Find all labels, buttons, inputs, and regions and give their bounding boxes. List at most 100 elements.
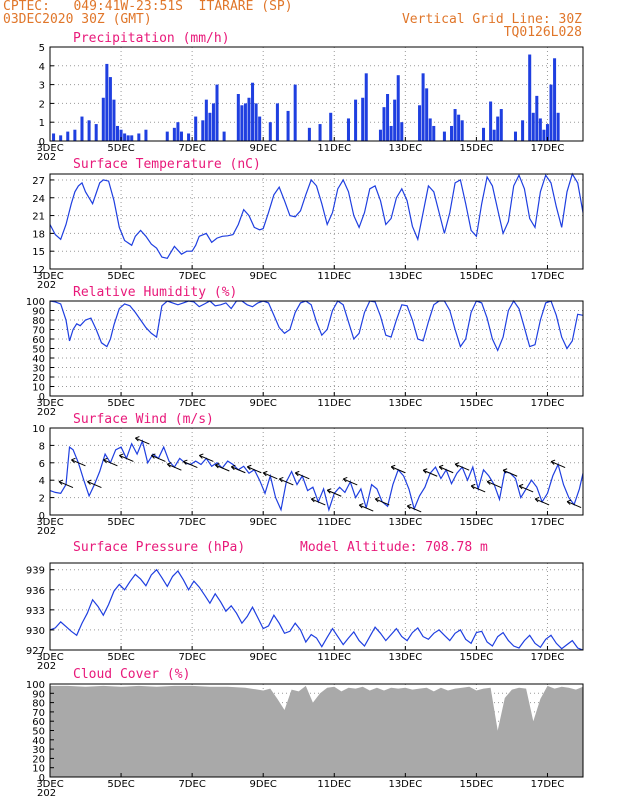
precipitation-bar [59, 135, 63, 141]
x-tick-label: 11DEC [317, 652, 351, 663]
precipitation-bar [556, 112, 560, 141]
x-tick-label: 17DEC [531, 143, 565, 154]
wind-arrow-head [294, 470, 300, 477]
precipitation-bar [354, 99, 358, 141]
x-tick-label: 9DEC [250, 652, 277, 663]
x-tick-label: 17DEC [531, 398, 565, 409]
wind-arrow [151, 454, 166, 462]
wind-arrow [103, 459, 118, 467]
precipitation-bar [538, 118, 542, 141]
precipitation-bar [201, 120, 205, 141]
y-tick-label: 40 [32, 736, 45, 747]
precipitation-bar [545, 124, 549, 141]
precipitation-bar [492, 129, 496, 141]
precipitation-bar [364, 73, 368, 141]
x-year-label: 202 [37, 661, 56, 672]
x-tick-label: 9DEC [250, 143, 277, 154]
precipitation-bar [108, 77, 112, 141]
precipitation-bar [243, 103, 247, 141]
y-tick-label: 20 [32, 754, 45, 765]
wind-arrow-head [550, 459, 556, 465]
y-tick-label: 100 [26, 297, 45, 308]
x-year-label: 202 [37, 526, 56, 537]
x-tick-label: 11DEC [317, 779, 351, 790]
precipitation-bar [293, 84, 297, 141]
wind-arrow [199, 454, 214, 462]
precipitation-bar [450, 125, 454, 141]
y-tick-label: 0 [39, 137, 45, 148]
wind-arrow [550, 461, 566, 468]
y-tick-label: 3 [39, 81, 45, 92]
precipitation-bar [268, 122, 272, 141]
y-tick-label: 15 [32, 247, 45, 258]
precipitation-bar [542, 129, 546, 141]
wind-arrow-head [167, 462, 172, 468]
wind-arrow-head [135, 436, 140, 442]
y-tick-label: 60 [32, 717, 45, 728]
precipitation-bar [254, 103, 258, 141]
wind-arrow-head [534, 496, 540, 503]
x-tick-label: 13DEC [388, 517, 422, 528]
precipitation-bar [513, 131, 517, 141]
wind-arrow-head [406, 503, 412, 510]
precipitation-bar [211, 103, 215, 141]
wind-arrow-head [246, 464, 252, 471]
x-year-label: 202 [37, 788, 56, 799]
precipitation-bar [400, 122, 404, 141]
x-tick-label: 13DEC [388, 143, 422, 154]
header-date-line: 03DEC2020 30Z (GMT) [3, 12, 152, 27]
wind-arrow [263, 472, 278, 480]
precipitation-bar [553, 58, 557, 141]
y-tick-label: 20 [32, 373, 45, 384]
precipitation-bar [329, 112, 333, 141]
wind-arrow-head [566, 499, 572, 505]
panel-title: Relative Humidity (%) [73, 285, 237, 300]
wind-arrow [327, 489, 342, 497]
precipitation-bar [87, 120, 91, 141]
precipitation-bar [528, 54, 532, 141]
wind-arrow [407, 505, 422, 513]
x-tick-label: 5DEC [107, 652, 134, 663]
precipitation-bar [318, 124, 322, 141]
y-tick-label: 4 [39, 62, 45, 73]
wind-arrow-head [326, 488, 332, 494]
y-tick-label: 30 [32, 364, 45, 375]
x-tick-label: 9DEC [250, 398, 277, 409]
wind-arrow [423, 469, 438, 477]
y-tick-label: 21 [32, 212, 45, 223]
precipitation-bar [457, 114, 461, 141]
precipitation-bar [489, 101, 493, 141]
x-tick-label: 13DEC [388, 271, 422, 282]
precipitation-bar [499, 109, 503, 141]
wind-arrow [215, 464, 230, 472]
wind-arrow-head [502, 468, 508, 474]
precipitation-bar [116, 125, 120, 141]
x-tick-label: 17DEC [531, 652, 565, 663]
wind-arrow-head [390, 464, 396, 471]
precipitation-bar [396, 75, 400, 141]
panel-frame [49, 562, 584, 651]
y-tick-label: 2 [39, 99, 45, 110]
wind-arrow [58, 481, 74, 489]
x-tick-label: 13DEC [388, 398, 422, 409]
precipitation-bar [432, 125, 436, 141]
wind-arrow-head [438, 464, 444, 471]
x-tick-label: 17DEC [531, 779, 565, 790]
y-tick-label: 12 [32, 265, 45, 276]
y-tick-label: 939 [26, 566, 45, 577]
precipitation-bar [382, 107, 386, 141]
wind-arrow [71, 459, 86, 467]
precipitation-bar [144, 129, 148, 141]
wind-arrow [486, 481, 502, 489]
precipitation-bar [204, 99, 208, 141]
header-model-code: TQ0126L028 [503, 25, 582, 40]
series-line [49, 439, 584, 512]
x-tick-label: 17DEC [531, 271, 565, 282]
wind-arrow [279, 478, 294, 486]
y-tick-label: 90 [32, 307, 45, 318]
precipitation-bar [386, 94, 390, 141]
panel-title: Surface Wind (m/s) [73, 412, 214, 427]
y-tick-label: 70 [32, 326, 45, 337]
wind-arrow-head [87, 479, 92, 485]
precipitation-bar [496, 116, 500, 141]
